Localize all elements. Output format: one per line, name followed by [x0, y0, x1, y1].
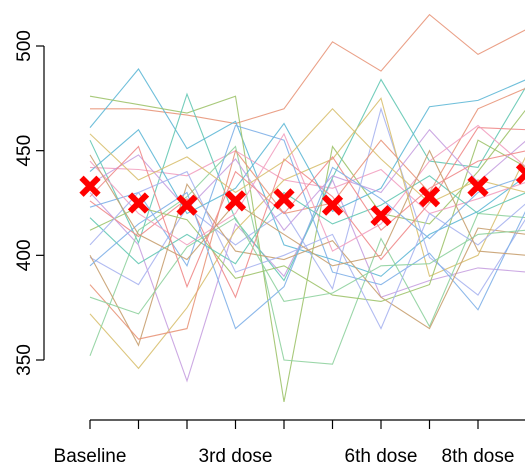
mean-marker-stroke: [515, 163, 525, 177]
mean-marker-stroke: [321, 194, 344, 216]
mean-marker: [79, 175, 101, 197]
mean-marker-stroke: [176, 194, 198, 216]
x-tick-label: Baseline: [54, 446, 127, 467]
mean-marker-stroke: [370, 204, 392, 227]
series-line: [89, 79, 525, 215]
mean-marker: [418, 186, 441, 208]
series-line: [89, 145, 525, 365]
x-axis: Baseline 3rd dose 6th dose 8th dose: [54, 419, 525, 467]
x-tick-label: 6th dose: [345, 446, 418, 467]
series-line: [89, 175, 525, 265]
series-line: [89, 97, 525, 370]
y-axis: 350 400 450 500: [14, 30, 45, 376]
mean-marker-stroke: [467, 175, 489, 197]
mean-marker-stroke: [79, 175, 101, 197]
mean-marker: [127, 192, 150, 214]
series-lines: [89, 13, 525, 403]
series-line: [90, 13, 525, 125]
series-line: [89, 166, 525, 330]
mean-marker-stroke: [515, 170, 525, 185]
series-line: [89, 139, 525, 302]
series-line: [89, 124, 525, 252]
x-tick-label: 8th dose: [442, 446, 515, 467]
mean-marker: [273, 188, 295, 210]
mean-marker: [370, 204, 392, 227]
y-tick-label: 450: [14, 135, 35, 167]
y-tick-label: 500: [14, 30, 35, 62]
mean-marker-stroke: [273, 188, 295, 210]
series-line: [89, 170, 525, 330]
mean-marker: [224, 190, 247, 212]
x-tick-label: 3rd dose: [199, 446, 273, 467]
series-line: [89, 149, 525, 267]
mean-marker: [176, 194, 198, 216]
series-line: [89, 95, 525, 403]
series-line: [89, 128, 525, 232]
mean-marker: [467, 175, 489, 197]
series-line: [89, 145, 525, 289]
mean-marker-stroke: [127, 192, 150, 214]
series-line: [89, 107, 525, 204]
y-tick-label: 400: [14, 239, 35, 271]
mean-marker-stroke: [224, 190, 247, 212]
series-line: [89, 124, 525, 311]
series-line: [89, 216, 525, 315]
y-tick-label: 350: [14, 344, 35, 376]
mean-markers: [79, 163, 525, 227]
mean-marker: [321, 194, 344, 216]
mean-marker-stroke: [418, 186, 441, 208]
mean-marker: [515, 163, 525, 185]
